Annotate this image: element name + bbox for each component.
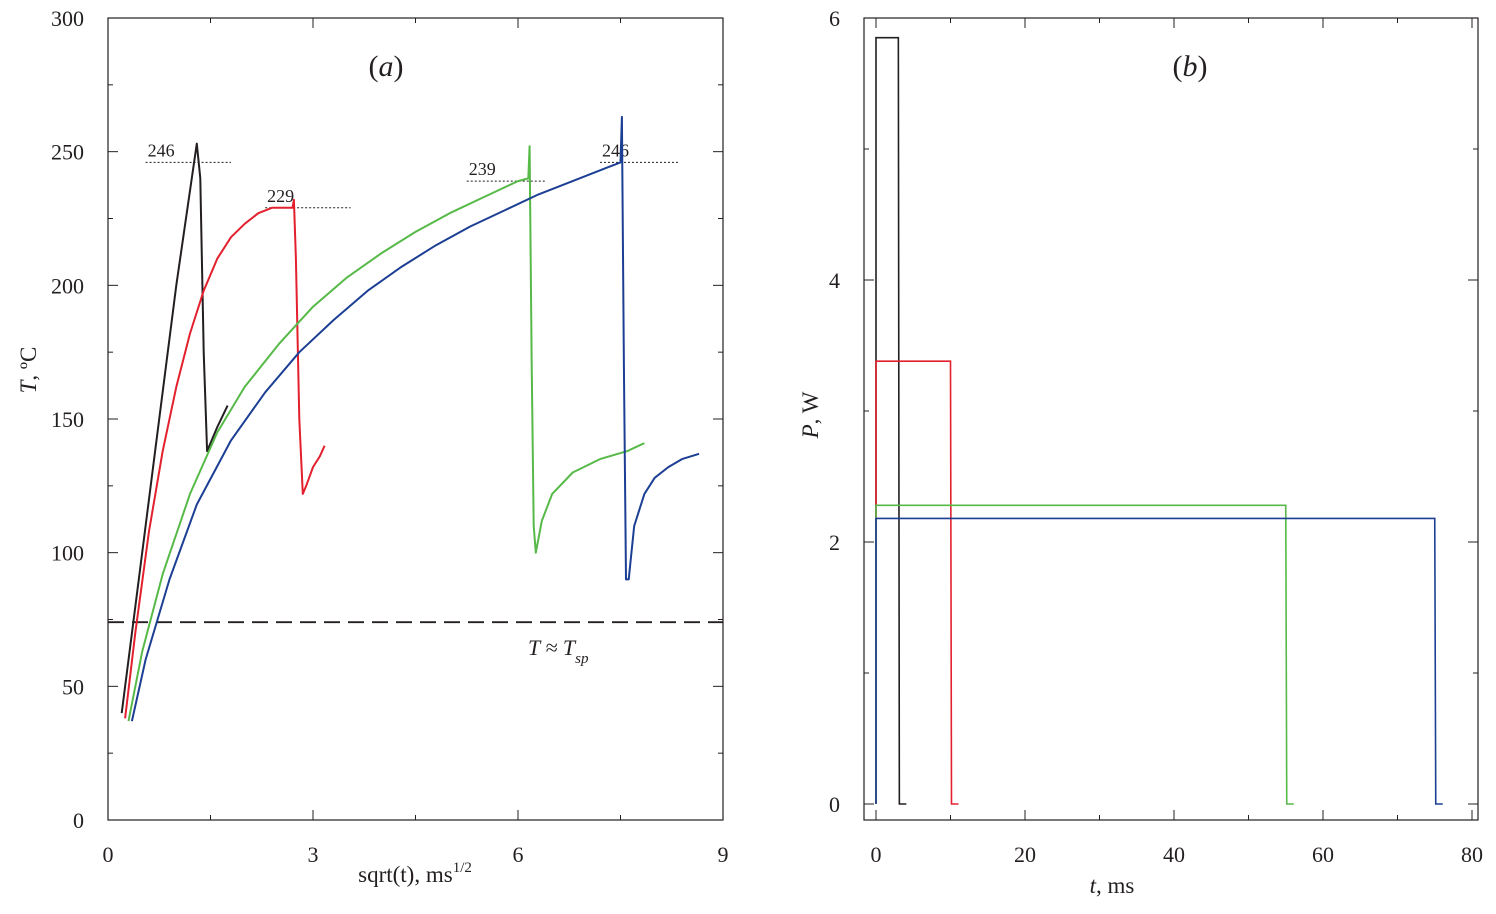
a-ytick-label: 250 — [51, 140, 84, 165]
b-ytick-label: 0 — [829, 792, 840, 817]
b-ytick-label: 4 — [829, 268, 840, 293]
b-xtick-label: 20 — [1014, 842, 1036, 867]
panel-b-ylabel: P, W — [798, 391, 823, 439]
b-xtick-label: 0 — [871, 842, 882, 867]
temperature-series-black — [120, 142, 229, 714]
a-ytick-label: 100 — [51, 541, 84, 566]
b-xtick-label: 80 — [1461, 842, 1483, 867]
peak-marker-label: 246 — [148, 140, 175, 160]
a-ytick-label: 300 — [51, 6, 84, 31]
a-xtick-label: 6 — [513, 842, 524, 867]
a-ytick-label: 150 — [51, 407, 84, 432]
threshold-label-sub: sp — [575, 651, 589, 667]
panel-b-series — [875, 36, 1443, 805]
power-series-black — [875, 36, 907, 805]
panel-a-series — [120, 115, 700, 722]
a-xtick-label: 3 — [308, 842, 319, 867]
temperature-series-blue — [130, 115, 700, 722]
b-ytick-label: 6 — [829, 6, 840, 31]
panel-b-tag: (b) — [1173, 50, 1208, 83]
b-xtick-label: 40 — [1163, 842, 1185, 867]
a-xtick-label: 0 — [103, 842, 114, 867]
power-series-red — [875, 360, 959, 805]
panel-a-frame — [107, 17, 724, 821]
panel-a: 0 50 100 150 200 250 300 0 3 6 9 T ≈ Tsp 246 229 239… — [16, 6, 729, 887]
b-ytick-label: 2 — [829, 530, 840, 555]
threshold-label: T ≈ Tsp — [528, 635, 589, 667]
panel-a-threshold: T ≈ Tsp — [108, 621, 723, 667]
panel-a-xlabel: sqrt(t), ms1/2 — [358, 860, 472, 887]
panel-b-frame — [863, 17, 1479, 821]
temperature-series-red — [124, 198, 326, 719]
threshold-label-main: T ≈ T — [528, 635, 577, 660]
panel-a-ylabel: T, ºC — [16, 347, 41, 394]
peak-marker-label: 246 — [602, 140, 629, 160]
peak-marker-label: 229 — [267, 186, 294, 206]
panel-a-ticks: 0 50 100 150 200 250 300 0 3 6 9 — [51, 6, 729, 867]
panel-a-annotations: 246 229 239 246 — [145, 140, 679, 209]
temperature-series-green — [127, 145, 645, 722]
a-ytick-label: 50 — [62, 674, 84, 699]
panel-a-tag: (a) — [369, 50, 404, 83]
panel-b-xlabel: t, ms — [1090, 873, 1135, 898]
b-xtick-label: 60 — [1312, 842, 1334, 867]
power-series-blue — [875, 517, 1443, 805]
a-ytick-label: 200 — [51, 273, 84, 298]
a-xtick-label: 9 — [718, 842, 729, 867]
peak-marker-label: 239 — [469, 159, 496, 179]
power-series-green — [875, 504, 1294, 805]
a-ytick-label: 0 — [73, 808, 84, 833]
